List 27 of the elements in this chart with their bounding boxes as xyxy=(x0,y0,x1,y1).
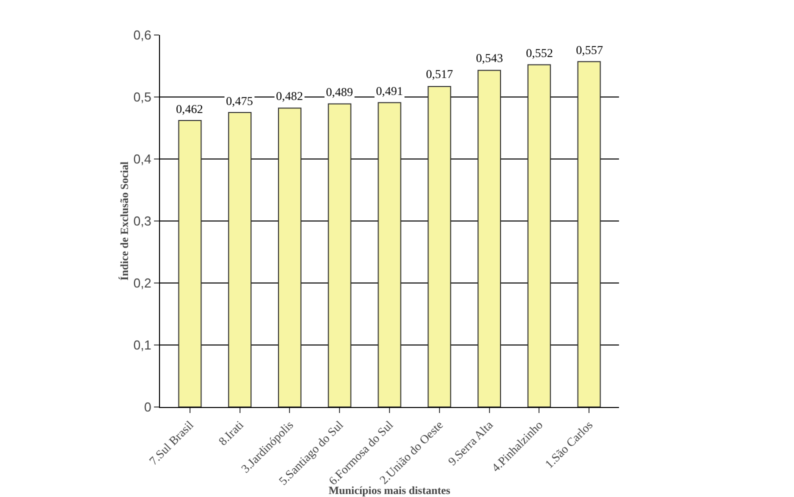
data-label: 0,482 xyxy=(276,89,303,103)
y-tick-label: 0,1 xyxy=(133,338,152,353)
data-label: 0,475 xyxy=(226,94,253,108)
y-tick-label: 0,6 xyxy=(133,28,152,43)
x-axis-title: Municípios mais distantes xyxy=(328,485,452,497)
y-tick-label: 0,2 xyxy=(133,276,152,291)
y-axis-title: Índice de Exclusão Social xyxy=(118,162,131,280)
data-label: 0,489 xyxy=(326,85,353,99)
data-label: 0,557 xyxy=(576,43,603,57)
bar xyxy=(478,70,502,407)
bar xyxy=(328,103,352,407)
bar xyxy=(178,120,202,407)
bar xyxy=(527,64,551,407)
y-tick-label: 0 xyxy=(144,400,152,415)
bar xyxy=(428,86,452,407)
y-tick-label: 0,5 xyxy=(133,90,152,105)
data-label: 0,552 xyxy=(526,46,553,60)
bar xyxy=(278,108,302,407)
data-label: 0,462 xyxy=(176,102,203,116)
bar xyxy=(378,102,402,407)
y-tick-label: 0,4 xyxy=(133,152,152,167)
bar xyxy=(577,61,601,407)
data-label: 0,517 xyxy=(426,67,453,81)
data-label: 0,491 xyxy=(376,84,403,98)
bar xyxy=(228,112,252,407)
data-label: 0,543 xyxy=(476,51,503,65)
y-tick-label: 0,3 xyxy=(133,214,152,229)
